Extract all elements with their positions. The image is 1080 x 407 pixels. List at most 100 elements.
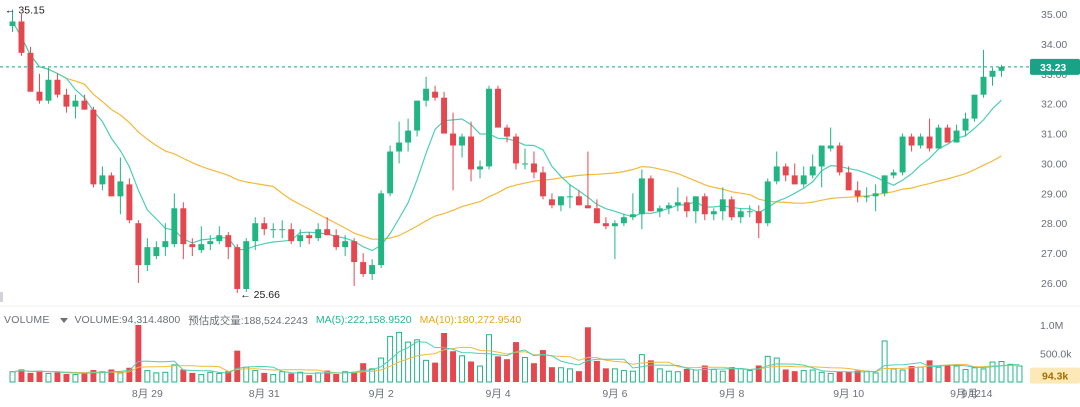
- price-tick-label: 30.00: [1041, 158, 1067, 170]
- candle-body: [809, 166, 816, 176]
- volume-title: VOLUME: [4, 314, 50, 326]
- candle: [99, 166, 106, 191]
- candle-body: [54, 79, 61, 95]
- candle: [72, 94, 79, 119]
- candle-body: [782, 166, 789, 176]
- candle: [863, 187, 870, 203]
- candle-body: [378, 193, 385, 266]
- volume-bar: [620, 370, 627, 383]
- candle-body: [531, 163, 537, 173]
- candle: [584, 151, 591, 209]
- candle-body: [81, 100, 88, 110]
- volume-bar: [477, 365, 483, 383]
- candle: [629, 193, 636, 221]
- candle-body: [414, 100, 421, 131]
- volume-ma-lines: [12, 341, 1020, 374]
- volume-bar: [27, 372, 34, 382]
- candle-body: [90, 109, 97, 185]
- volume-bar: [9, 371, 16, 383]
- volume-bar: [486, 334, 492, 383]
- volume-bar: [692, 369, 699, 383]
- candle-body: [953, 130, 960, 143]
- candle: [980, 49, 987, 98]
- candle: [809, 154, 816, 179]
- candle-body: [27, 52, 34, 92]
- candle-body: [998, 66, 1005, 71]
- candle: [764, 178, 771, 227]
- volume-bar: [827, 372, 834, 383]
- candle-body: [36, 91, 43, 101]
- candle: [297, 229, 304, 248]
- candle: [108, 172, 115, 197]
- candle-body: [468, 136, 475, 170]
- candle-body: [989, 70, 996, 77]
- date-tick-label: 9月 4: [485, 388, 510, 400]
- candle: [333, 229, 340, 251]
- volume-bar: [162, 371, 169, 383]
- candle-body: [351, 241, 358, 263]
- candle-body: [45, 79, 52, 101]
- candle-body: [432, 91, 439, 98]
- candle: [719, 187, 726, 221]
- volume-bar: [99, 371, 106, 383]
- volume-bar: [566, 368, 573, 383]
- chevron-down-icon[interactable]: [59, 317, 68, 323]
- candle-body: [881, 175, 888, 194]
- candle-body: [126, 184, 133, 221]
- candle: [513, 133, 519, 170]
- candle-body: [252, 223, 259, 242]
- volume-bar: [989, 361, 996, 383]
- price-tick-label: 34.00: [1041, 39, 1067, 51]
- candle-body: [656, 208, 663, 212]
- volume-bar: [800, 370, 807, 383]
- volume-ma5: MA(5):222,158.9520: [315, 314, 412, 326]
- candle-body: [935, 127, 942, 149]
- volume-bar: [198, 374, 205, 383]
- volume-bar: [126, 367, 133, 382]
- volume-bar: [189, 372, 196, 382]
- candle-body: [342, 241, 349, 248]
- candle-body: [63, 94, 70, 107]
- candle: [620, 214, 627, 227]
- volume-bar: [656, 368, 663, 383]
- candle-body: [522, 163, 528, 165]
- candle: [674, 187, 681, 212]
- candle: [827, 127, 834, 152]
- candle: [935, 124, 942, 149]
- volume-bar: [971, 367, 978, 383]
- candle: [881, 175, 888, 197]
- pane-resize-handle[interactable]: [0, 292, 3, 302]
- volume-bar: [737, 368, 744, 383]
- candle: [414, 100, 421, 137]
- candle: [459, 133, 466, 158]
- volume-bar: [171, 364, 178, 383]
- volume-bar: [701, 365, 708, 382]
- volume-bar: [396, 331, 403, 383]
- candle: [288, 223, 295, 245]
- candle: [593, 199, 600, 224]
- candle-body: [557, 196, 564, 206]
- high-price-marker: ← 35.15: [5, 5, 45, 17]
- candle: [432, 85, 439, 101]
- current-volume-tag: [1030, 367, 1080, 384]
- volume-bar: [81, 372, 88, 382]
- candle-body: [99, 175, 106, 185]
- candle: [899, 133, 906, 176]
- candle: [495, 85, 501, 128]
- candle-body: [315, 229, 322, 239]
- volume-bar: [962, 368, 969, 383]
- candle: [315, 223, 322, 242]
- volume-bar: [270, 374, 277, 383]
- candle-body: [162, 241, 169, 248]
- candle: [872, 184, 879, 212]
- volume-bar: [216, 372, 223, 383]
- candle-body: [180, 208, 187, 245]
- volume-bar: [764, 355, 771, 383]
- date-tick-label: 9月 12: [950, 388, 981, 400]
- candle-body: [764, 181, 771, 224]
- volume-bar: [908, 366, 915, 382]
- candle: [144, 238, 151, 272]
- volume-tick-label: 1.0M: [1040, 320, 1063, 332]
- candle: [989, 67, 996, 86]
